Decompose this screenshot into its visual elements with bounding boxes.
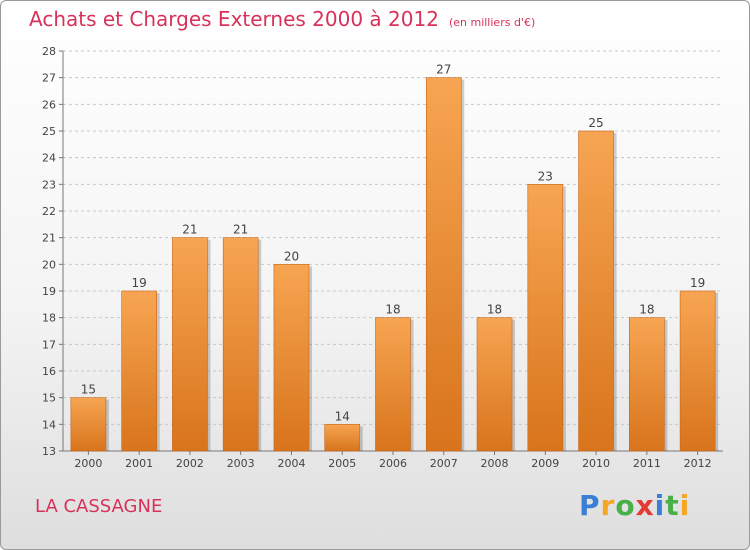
- y-tick-label: 16: [42, 365, 56, 378]
- bar-value-label: 18: [487, 303, 502, 317]
- x-tick-label: 2004: [277, 457, 305, 470]
- bar-value-label: 15: [81, 383, 96, 397]
- y-tick-label: 13: [42, 445, 56, 458]
- logo-letter: o: [615, 489, 636, 522]
- y-tick-label: 19: [42, 285, 56, 298]
- x-tick-label: 2007: [430, 457, 458, 470]
- x-tick-label: 2008: [481, 457, 509, 470]
- logo-letter: t: [665, 489, 680, 522]
- bar-value-label: 23: [538, 169, 553, 183]
- title-row: Achats et Charges Externes 2000 à 2012 (e…: [29, 7, 535, 31]
- x-tick-label: 2000: [74, 457, 102, 470]
- bar: [172, 237, 208, 452]
- bar-value-label: 19: [690, 276, 705, 290]
- bar: [476, 317, 513, 452]
- bar: [324, 424, 361, 452]
- y-tick-label: 24: [42, 152, 56, 165]
- y-tick-label: 22: [42, 205, 56, 218]
- x-tick-label: 2010: [582, 457, 610, 470]
- bar-value-label: 18: [385, 303, 400, 317]
- bar-value-label: 21: [182, 223, 197, 237]
- x-tick-label: 2002: [176, 457, 204, 470]
- y-tick-label: 23: [42, 178, 56, 191]
- bar: [527, 184, 564, 452]
- chart-subtitle: (en milliers d'€): [448, 16, 536, 29]
- logo-letter: i: [679, 489, 691, 522]
- chart-title: Achats et Charges Externes 2000 à 2012: [29, 7, 439, 31]
- y-tick-label: 14: [42, 418, 56, 431]
- x-tick-label: 2009: [531, 457, 559, 470]
- bar: [425, 77, 462, 452]
- y-tick-label: 18: [42, 312, 56, 325]
- bar-value-label: 19: [132, 276, 147, 290]
- bar: [121, 290, 157, 452]
- y-tick-label: 21: [42, 232, 56, 245]
- bar-layer: [70, 77, 719, 452]
- bar: [375, 317, 411, 452]
- x-tick-label: 2001: [125, 457, 153, 470]
- bar: [70, 397, 107, 452]
- x-tick-label: 2012: [684, 457, 712, 470]
- y-tick-label: 15: [42, 392, 56, 405]
- logo-letter: r: [600, 489, 616, 522]
- logo-letter: P: [579, 489, 601, 522]
- logo-letter: i: [654, 489, 666, 522]
- x-tick-label: 2011: [633, 457, 661, 470]
- bar-value-label: 14: [335, 409, 350, 423]
- proxiti-logo: Proxiti: [579, 489, 690, 522]
- y-tick-label: 17: [42, 338, 56, 351]
- y-tick-label: 26: [42, 98, 56, 111]
- logo-letter: x: [635, 489, 655, 522]
- y-tick-label: 20: [42, 258, 56, 271]
- label-layer: 15 2000 19 2001 21 2002 21 2003 20 2004 14 2005 18 20…: [74, 63, 711, 470]
- bar: [679, 290, 716, 452]
- x-tick-label: 2005: [328, 457, 356, 470]
- y-tick-label: 25: [42, 125, 56, 138]
- bar-value-label: 21: [233, 223, 248, 237]
- bar-value-label: 27: [436, 63, 451, 77]
- bar: [222, 237, 259, 452]
- bar: [273, 264, 310, 452]
- bar: [629, 317, 665, 452]
- y-tick-label: 27: [42, 72, 56, 85]
- town-name: LA CASSAGNE: [35, 496, 163, 517]
- bar-value-label: 18: [639, 303, 654, 317]
- y-tick-label: 28: [42, 45, 56, 58]
- bar-value-label: 20: [284, 249, 299, 263]
- bar-value-label: 25: [588, 116, 603, 130]
- bar: [578, 130, 614, 452]
- x-tick-label: 2006: [379, 457, 407, 470]
- x-tick-label: 2003: [227, 457, 255, 470]
